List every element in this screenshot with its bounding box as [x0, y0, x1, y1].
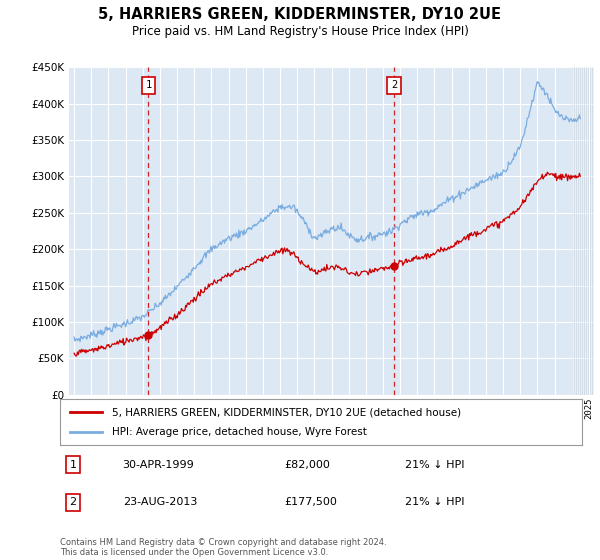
Text: £82,000: £82,000	[284, 460, 331, 470]
Text: 1: 1	[70, 460, 77, 470]
Text: 2: 2	[391, 81, 397, 90]
Text: 2: 2	[70, 497, 77, 507]
Text: 21% ↓ HPI: 21% ↓ HPI	[404, 460, 464, 470]
Text: Price paid vs. HM Land Registry's House Price Index (HPI): Price paid vs. HM Land Registry's House …	[131, 25, 469, 38]
Text: 1: 1	[145, 81, 152, 90]
Text: Contains HM Land Registry data © Crown copyright and database right 2024.
This d: Contains HM Land Registry data © Crown c…	[60, 538, 386, 557]
Text: HPI: Average price, detached house, Wyre Forest: HPI: Average price, detached house, Wyre…	[112, 427, 367, 437]
Text: £177,500: £177,500	[284, 497, 337, 507]
Text: 5, HARRIERS GREEN, KIDDERMINSTER, DY10 2UE: 5, HARRIERS GREEN, KIDDERMINSTER, DY10 2…	[98, 7, 502, 22]
Text: 30-APR-1999: 30-APR-1999	[122, 460, 194, 470]
Text: 21% ↓ HPI: 21% ↓ HPI	[404, 497, 464, 507]
Text: 5, HARRIERS GREEN, KIDDERMINSTER, DY10 2UE (detached house): 5, HARRIERS GREEN, KIDDERMINSTER, DY10 2…	[112, 407, 461, 417]
Bar	[572, 67, 594, 395]
Text: 23-AUG-2013: 23-AUG-2013	[122, 497, 197, 507]
